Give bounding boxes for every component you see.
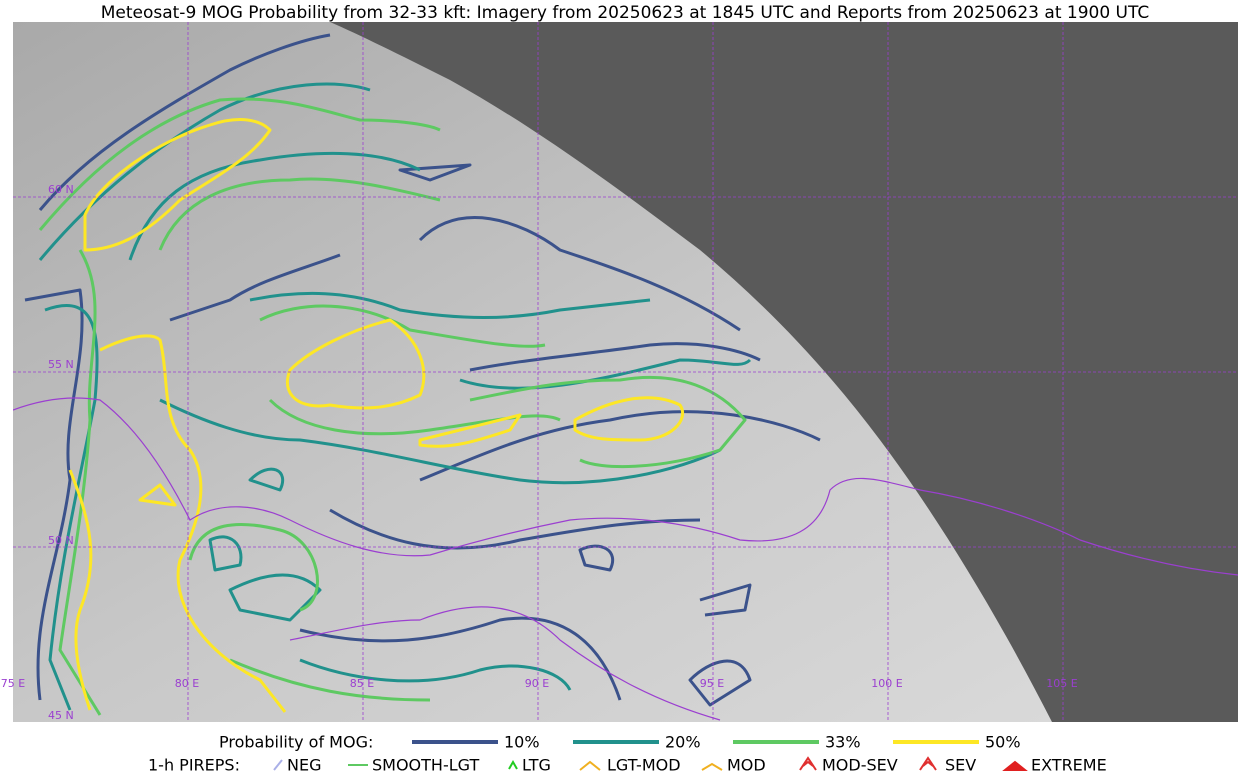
pirep-item: NEG <box>287 756 321 775</box>
legend-label: 20% <box>665 733 701 752</box>
lon-label: 90 E <box>525 677 549 690</box>
title: Meteosat-9 MOG Probability from 32-33 kf… <box>101 3 1150 23</box>
legend-label: 50% <box>985 733 1021 752</box>
lon-label: 75 E <box>1 677 25 690</box>
map <box>13 22 1238 722</box>
grid <box>13 22 1238 722</box>
lon-label: 100 E <box>871 677 902 690</box>
pirep-label: 1-h PIREPS: <box>148 756 240 775</box>
pirep-item: EXTREME <box>1031 756 1107 775</box>
lon-label: 85 E <box>350 677 374 690</box>
pirep-icon <box>273 759 283 771</box>
legend-label: 10% <box>504 733 540 752</box>
pirep-item: SEV <box>945 756 976 775</box>
contours <box>24 33 821 716</box>
pirep-icon <box>919 756 937 771</box>
legend: Probability of MOG: 10% 20% 33% 50% 1-h PIREP… <box>148 733 1107 775</box>
lat-label: 45 N <box>48 709 74 722</box>
borders <box>13 397 1238 721</box>
pirep-icon <box>799 756 817 771</box>
lat-label: 55 N <box>48 358 74 371</box>
pirep-item: MOD <box>727 756 766 775</box>
lon-label: 105 E <box>1046 677 1077 690</box>
pirep-item: LTG <box>522 756 551 775</box>
pirep-icon <box>508 759 518 770</box>
pirep-icon <box>701 762 723 771</box>
pirep-item: SMOOTH-LGT <box>372 756 479 775</box>
pirep-item: MOD-SEV <box>822 756 898 775</box>
legend-label: 33% <box>825 733 861 752</box>
lon-label: 95 E <box>700 677 724 690</box>
lat-label: 60 N <box>48 183 74 196</box>
lon-label: 80 E <box>175 677 199 690</box>
pirep-icon <box>579 760 601 771</box>
probability-label: Probability of MOG: <box>219 733 373 752</box>
pirep-icon <box>1002 760 1028 771</box>
lat-label: 50 N <box>48 534 74 547</box>
grid-labels: 60 N 55 N 50 N 45 N 75 E 80 E 85 E 90 E 95 E 100 … <box>1 183 1078 722</box>
pirep-item: LGT-MOD <box>607 756 681 775</box>
